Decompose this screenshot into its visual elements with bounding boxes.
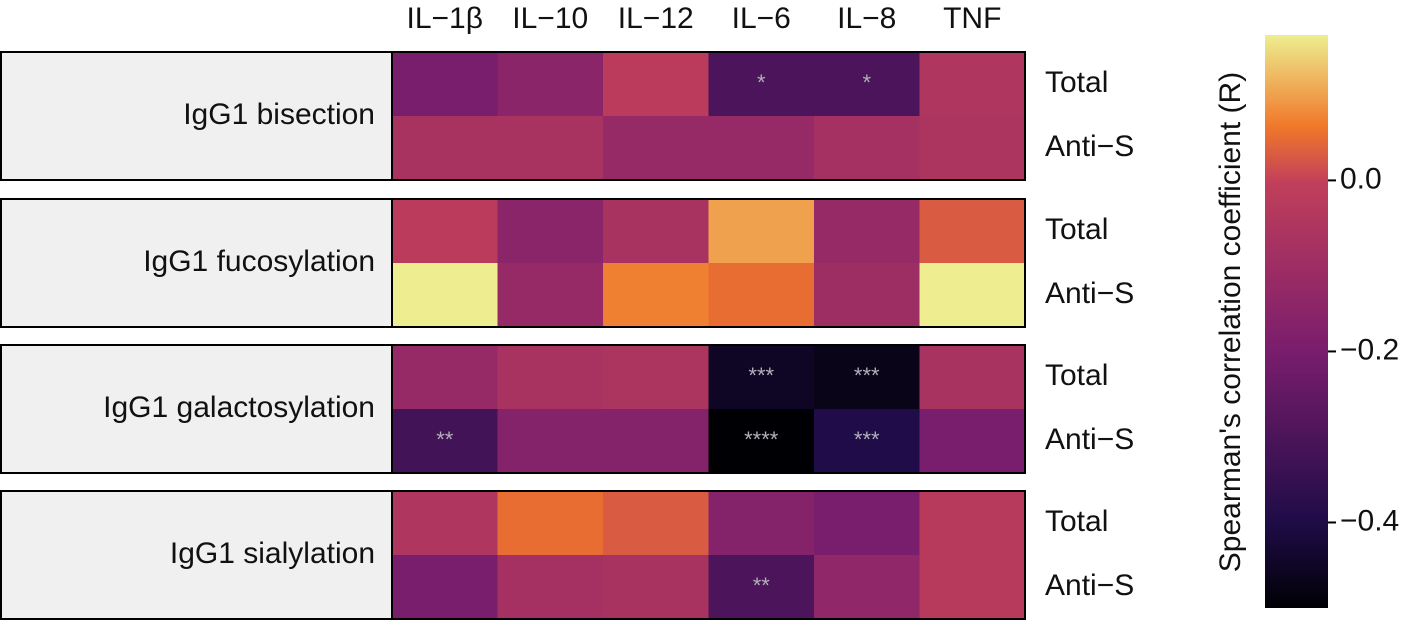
heatmap-cell <box>497 491 604 556</box>
heatmap-cell <box>708 116 815 181</box>
group-frame <box>391 344 1026 474</box>
heatmap-cell <box>497 52 604 117</box>
heatmap-cell <box>603 263 709 328</box>
group-frame <box>391 198 1026 328</box>
group-label-box <box>0 51 393 181</box>
column-label: IL−6 <box>732 2 791 35</box>
colorbar-title: Spearman's correlation coefficient (R) <box>1214 72 1247 572</box>
heatmap-cell <box>497 345 604 410</box>
row-label: Total <box>1045 213 1108 246</box>
group-label: IgG1 sialylation <box>170 537 375 570</box>
heatmap-cell <box>392 491 498 556</box>
heatmap-cell <box>814 555 920 620</box>
heatmap-cell <box>497 116 604 181</box>
heatmap-cell <box>392 116 498 181</box>
group-label-box <box>0 344 393 474</box>
column-label: TNF <box>943 2 1001 35</box>
heatmap-cell <box>708 491 815 556</box>
heatmap-cell <box>603 409 709 474</box>
heatmap-cell <box>708 52 815 117</box>
heatmap-cell <box>919 263 1026 328</box>
significance-label: **** <box>744 427 779 452</box>
heatmap-cell <box>708 263 815 328</box>
heatmap-cell <box>603 116 709 181</box>
heatmap-cell <box>814 52 920 117</box>
colorbar-tick-label: −0.2 <box>1340 333 1399 366</box>
column-label: IL−10 <box>512 2 588 35</box>
heatmap-cell <box>603 199 709 264</box>
heatmap-cell <box>392 52 498 117</box>
heatmap-cell <box>919 116 1026 181</box>
heatmap-cell <box>497 409 604 474</box>
colorbar <box>1265 35 1328 608</box>
heatmap-cell <box>708 555 815 620</box>
row-label: Anti−S <box>1045 130 1134 163</box>
group-label: IgG1 bisection <box>183 98 375 131</box>
group-frame <box>391 490 1026 620</box>
heatmap-cell <box>919 199 1026 264</box>
heatmap-cell <box>392 345 498 410</box>
significance-label: *** <box>854 363 880 388</box>
heatmap-cell <box>919 409 1026 474</box>
significance-label: * <box>862 70 871 95</box>
row-label: Total <box>1045 505 1108 538</box>
significance-label: ** <box>753 573 771 598</box>
heatmap-cell <box>814 345 920 410</box>
heatmap-cell <box>919 345 1026 410</box>
significance-label: *** <box>748 363 774 388</box>
colorbar-tick-label: −0.4 <box>1340 504 1399 537</box>
group-label-box <box>0 198 393 328</box>
heatmap-cell <box>814 409 920 474</box>
heatmap-cell <box>392 199 498 264</box>
heatmap-cell <box>497 555 604 620</box>
row-label: Total <box>1045 359 1108 392</box>
row-label: Anti−S <box>1045 569 1134 602</box>
heatmap-cell <box>814 199 920 264</box>
heatmap-cell <box>814 263 920 328</box>
column-label: IL−8 <box>837 2 896 35</box>
significance-label: *** <box>854 427 880 452</box>
heatmap-cell <box>603 491 709 556</box>
heatmap-cell <box>919 555 1026 620</box>
heatmap-cell <box>603 555 709 620</box>
heatmap-cell <box>603 345 709 410</box>
heatmap-cell <box>497 263 604 328</box>
group-label: IgG1 fucosylation <box>143 245 375 278</box>
column-label: IL−1β <box>407 2 483 35</box>
heatmap-cell <box>708 345 815 410</box>
group-label-box <box>0 490 393 620</box>
heatmap-cell <box>814 491 920 556</box>
heatmap-cell <box>392 263 498 328</box>
row-label: Anti−S <box>1045 277 1134 310</box>
heatmap-cell <box>708 199 815 264</box>
heatmap-cell <box>708 409 815 474</box>
significance-label: * <box>757 70 766 95</box>
heatmap-cell <box>392 555 498 620</box>
significance-label: ** <box>436 427 454 452</box>
colorbar-tick-label: 0.0 <box>1340 162 1382 195</box>
heatmap-cell <box>392 409 498 474</box>
heatmap-cell <box>497 199 604 264</box>
heatmap-cell <box>919 491 1026 556</box>
column-label: IL−12 <box>618 2 694 35</box>
group-frame <box>391 51 1026 181</box>
row-label: Total <box>1045 66 1108 99</box>
heatmap-cell <box>814 116 920 181</box>
heatmap-cell <box>919 52 1026 117</box>
group-label: IgG1 galactosylation <box>103 391 375 424</box>
row-label: Anti−S <box>1045 423 1134 456</box>
heatmap-cell <box>603 52 709 117</box>
